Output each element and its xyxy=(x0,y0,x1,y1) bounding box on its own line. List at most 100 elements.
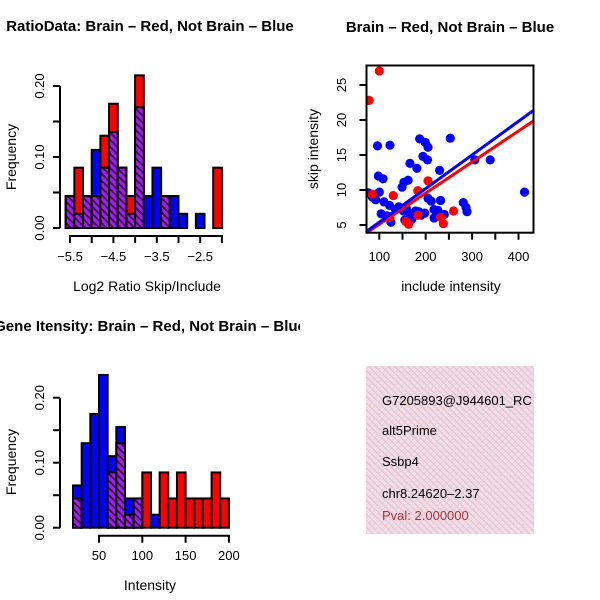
y-tick-label: 5 xyxy=(334,221,349,228)
x-tick-label: 400 xyxy=(508,249,530,264)
data-point-red xyxy=(423,176,433,186)
hist-bar-overlap xyxy=(99,166,111,229)
hist-bar-overlap xyxy=(90,195,102,230)
data-point-blue xyxy=(372,141,383,151)
hist-bar-red xyxy=(175,471,187,529)
hist-bar-red xyxy=(193,497,204,529)
x-tick-label: −4.5 xyxy=(101,249,127,264)
hist-bar-overlap xyxy=(64,195,76,230)
hist-bar-blue xyxy=(177,212,189,230)
x-tick-label: 100 xyxy=(368,249,390,264)
info-gene-name: Ssbp4 xyxy=(382,454,419,469)
hist-bar-blue xyxy=(142,195,154,230)
regression-line-red xyxy=(366,119,534,233)
data-point-blue xyxy=(374,187,384,197)
hist-bar-red xyxy=(158,471,170,529)
x-tick-label: −5.5 xyxy=(57,249,83,264)
data-point-blue xyxy=(405,158,415,168)
plot-box xyxy=(365,64,535,234)
data-point-red xyxy=(388,191,398,201)
data-point-red xyxy=(374,66,384,76)
hist-bar-red xyxy=(184,497,196,529)
chart-title: RatioData: Brain – Red, Not Brain – Blue xyxy=(6,18,294,35)
data-point-blue xyxy=(426,196,436,206)
data-point-blue xyxy=(485,155,495,165)
hist-bar-overlap xyxy=(72,497,83,529)
data-point-blue xyxy=(420,208,430,218)
hist-bar-overlap xyxy=(115,442,126,529)
info-pval: Pval: 2.000000 xyxy=(382,508,469,523)
x-tick-label: 300 xyxy=(461,249,483,264)
data-point-blue xyxy=(397,182,407,192)
chart-title: Brain – Red, Not Brain – Blue xyxy=(346,19,554,36)
info-probe-id: G7205893@J944601_RC xyxy=(382,393,532,408)
hist-bar-red xyxy=(141,471,152,529)
hist-bar-overlap xyxy=(82,195,93,230)
x-tick-label: 50 xyxy=(92,548,106,563)
hist-bar-blue xyxy=(80,442,92,529)
hist-bar-blue xyxy=(98,373,109,529)
hist-bar-overlap xyxy=(106,471,118,529)
data-point-blue xyxy=(385,140,395,150)
histogram-gene-intensity: Gene Itensity: Brain – Red, Not Brain – … xyxy=(0,318,300,593)
hist-bar-blue xyxy=(149,513,161,529)
y-axis-title: Frequency xyxy=(3,429,19,495)
data-point-blue xyxy=(422,155,433,165)
data-point-blue xyxy=(462,207,472,217)
y-axis-title: skip intensity xyxy=(305,109,321,189)
x-tick-label: −3.5 xyxy=(144,249,170,264)
hist-bar-red xyxy=(219,497,230,529)
data-point-red xyxy=(367,189,377,199)
data-point-red xyxy=(448,206,459,216)
data-point-blue xyxy=(412,163,422,173)
data-point-blue xyxy=(423,142,433,152)
x-tick-label: 200 xyxy=(218,548,240,563)
plot-area xyxy=(366,66,534,233)
x-tick-label: 150 xyxy=(175,548,197,563)
hist-bar-red xyxy=(201,497,213,529)
y-tick-label: 0.00 xyxy=(32,215,47,240)
hist-bar-overlap xyxy=(160,195,171,230)
y-tick-label: 10 xyxy=(334,183,349,197)
y-tick-label: 0.10 xyxy=(32,144,47,169)
x-tick-label: 100 xyxy=(131,548,153,563)
hist-bar-blue xyxy=(151,166,163,229)
data-point-blue xyxy=(403,175,413,185)
x-axis-title: Log2 Ratio Skip/Include xyxy=(73,278,221,294)
hist-bar-red xyxy=(167,497,178,529)
info-event-type: alt5Prime xyxy=(382,423,437,438)
histogram-log2-ratio: RatioData: Brain – Red, Not Brain – Blue… xyxy=(3,18,294,294)
data-point-red xyxy=(413,210,423,220)
x-tick-label: 200 xyxy=(415,249,437,264)
scatter-include-vs-skip: Brain – Red, Not Brain – Blue 5 10 15 20 25 sk… xyxy=(305,19,554,294)
y-tick-label: 25 xyxy=(334,78,349,92)
data-point-red xyxy=(366,95,374,105)
hist-bar-overlap xyxy=(116,166,128,229)
data-point-blue xyxy=(519,187,530,197)
y-axis-title: Frequency xyxy=(3,124,19,190)
y-tick-label: 0.20 xyxy=(32,385,47,410)
hist-bar-blue xyxy=(89,412,100,529)
x-axis-title: Intensity xyxy=(124,577,176,593)
hist-bar-overlap xyxy=(123,513,135,529)
info-locus: chr8.24620–2.37 xyxy=(382,486,480,501)
hist-bar-red xyxy=(212,166,223,229)
x-tick-label: −2.5 xyxy=(187,249,213,264)
regression-line-blue xyxy=(366,108,534,232)
data-point-blue xyxy=(435,165,445,175)
data-point-blue xyxy=(445,133,455,143)
x-axis-title: include intensity xyxy=(401,278,501,294)
info-box: G7205893@J944601_RC alt5Prime Ssbp4 chr8… xyxy=(366,366,534,534)
y-tick-label: 0.20 xyxy=(32,73,47,98)
hist-bar-blue xyxy=(194,212,206,230)
hist-bar-blue xyxy=(168,195,180,230)
data-point-blue xyxy=(378,174,388,184)
hist-bar-overlap xyxy=(108,131,119,229)
hist-bar-red xyxy=(210,471,222,529)
hist-bar-overlap xyxy=(125,212,137,230)
data-point-red xyxy=(403,219,414,229)
y-tick-label: 0.10 xyxy=(32,450,47,475)
info-panel: G7205893@J944601_RC alt5Prime Ssbp4 chr8… xyxy=(300,300,600,600)
data-point-blue xyxy=(435,195,446,206)
